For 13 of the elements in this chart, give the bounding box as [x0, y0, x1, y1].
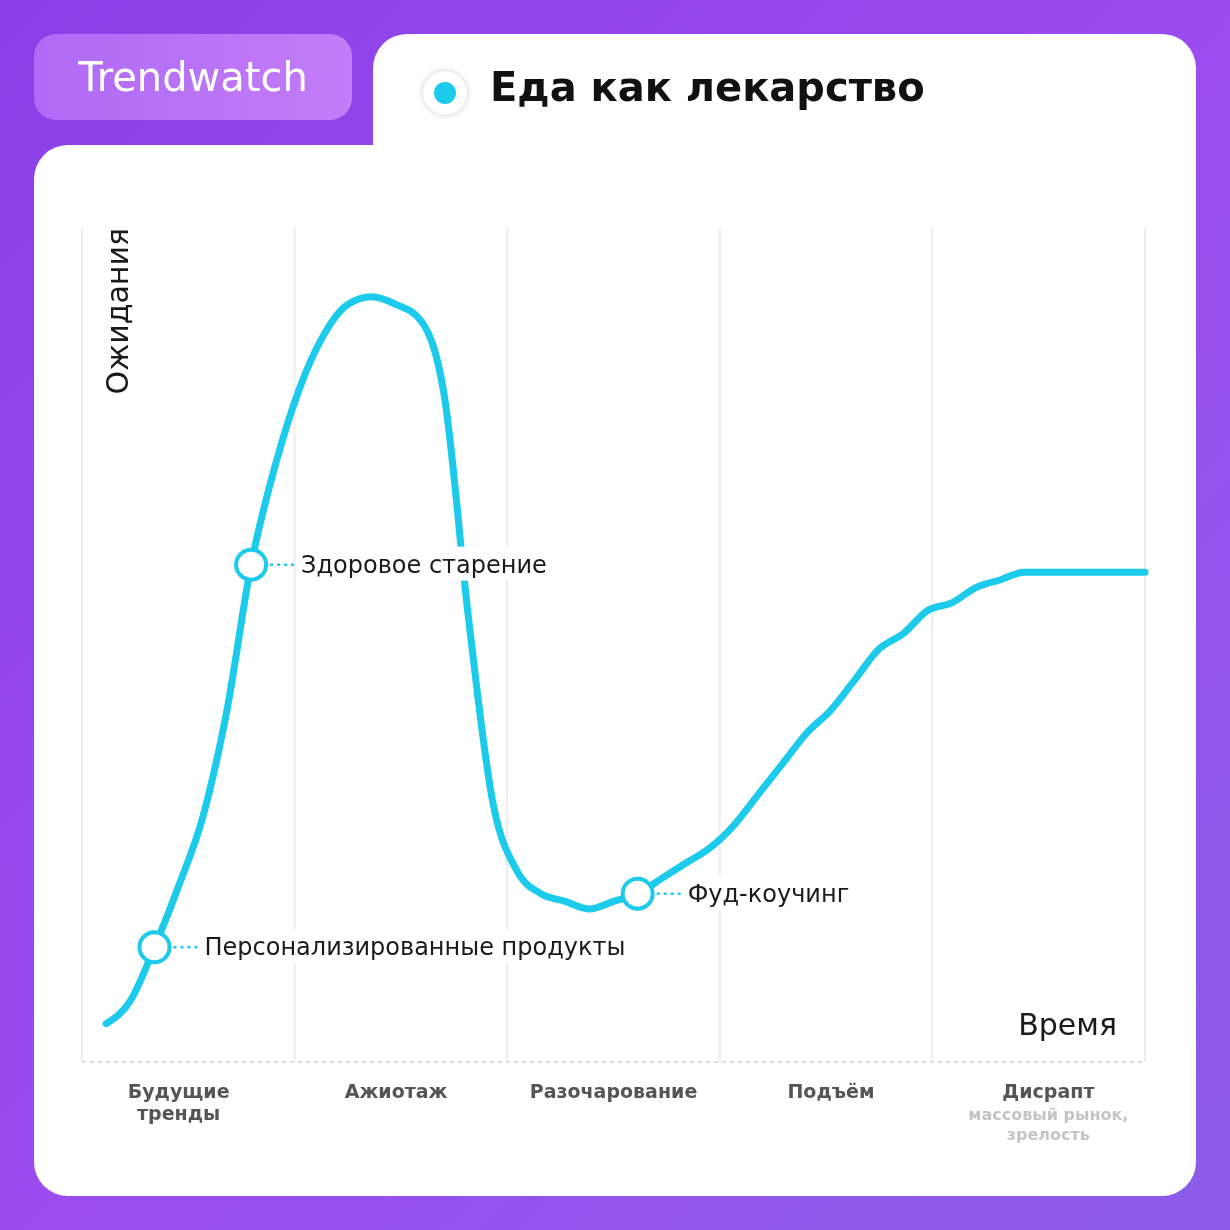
- x-axis-title: Время: [1018, 1007, 1117, 1042]
- x-tick-label: Ажиотаж: [344, 1080, 448, 1102]
- chart-title: Еда как лекарство: [490, 64, 925, 110]
- annotation: Фуд-коучинг: [687, 879, 850, 908]
- x-tick-label: Дисрапт: [1002, 1080, 1095, 1102]
- annotation: Персонализированные продукты: [204, 933, 626, 962]
- chart-subtitle: Trendwatch: [34, 34, 352, 120]
- x-tick-label: Разочарование: [529, 1080, 698, 1102]
- annotation: Здоровое старение: [301, 550, 547, 579]
- y-axis-title: Ожидания: [100, 228, 135, 395]
- x-tick-label: Будущие тренды: [127, 1080, 230, 1124]
- text: массовый рынок, зрелость: [968, 1105, 1129, 1144]
- x-tick-label: Подъём: [787, 1080, 875, 1102]
